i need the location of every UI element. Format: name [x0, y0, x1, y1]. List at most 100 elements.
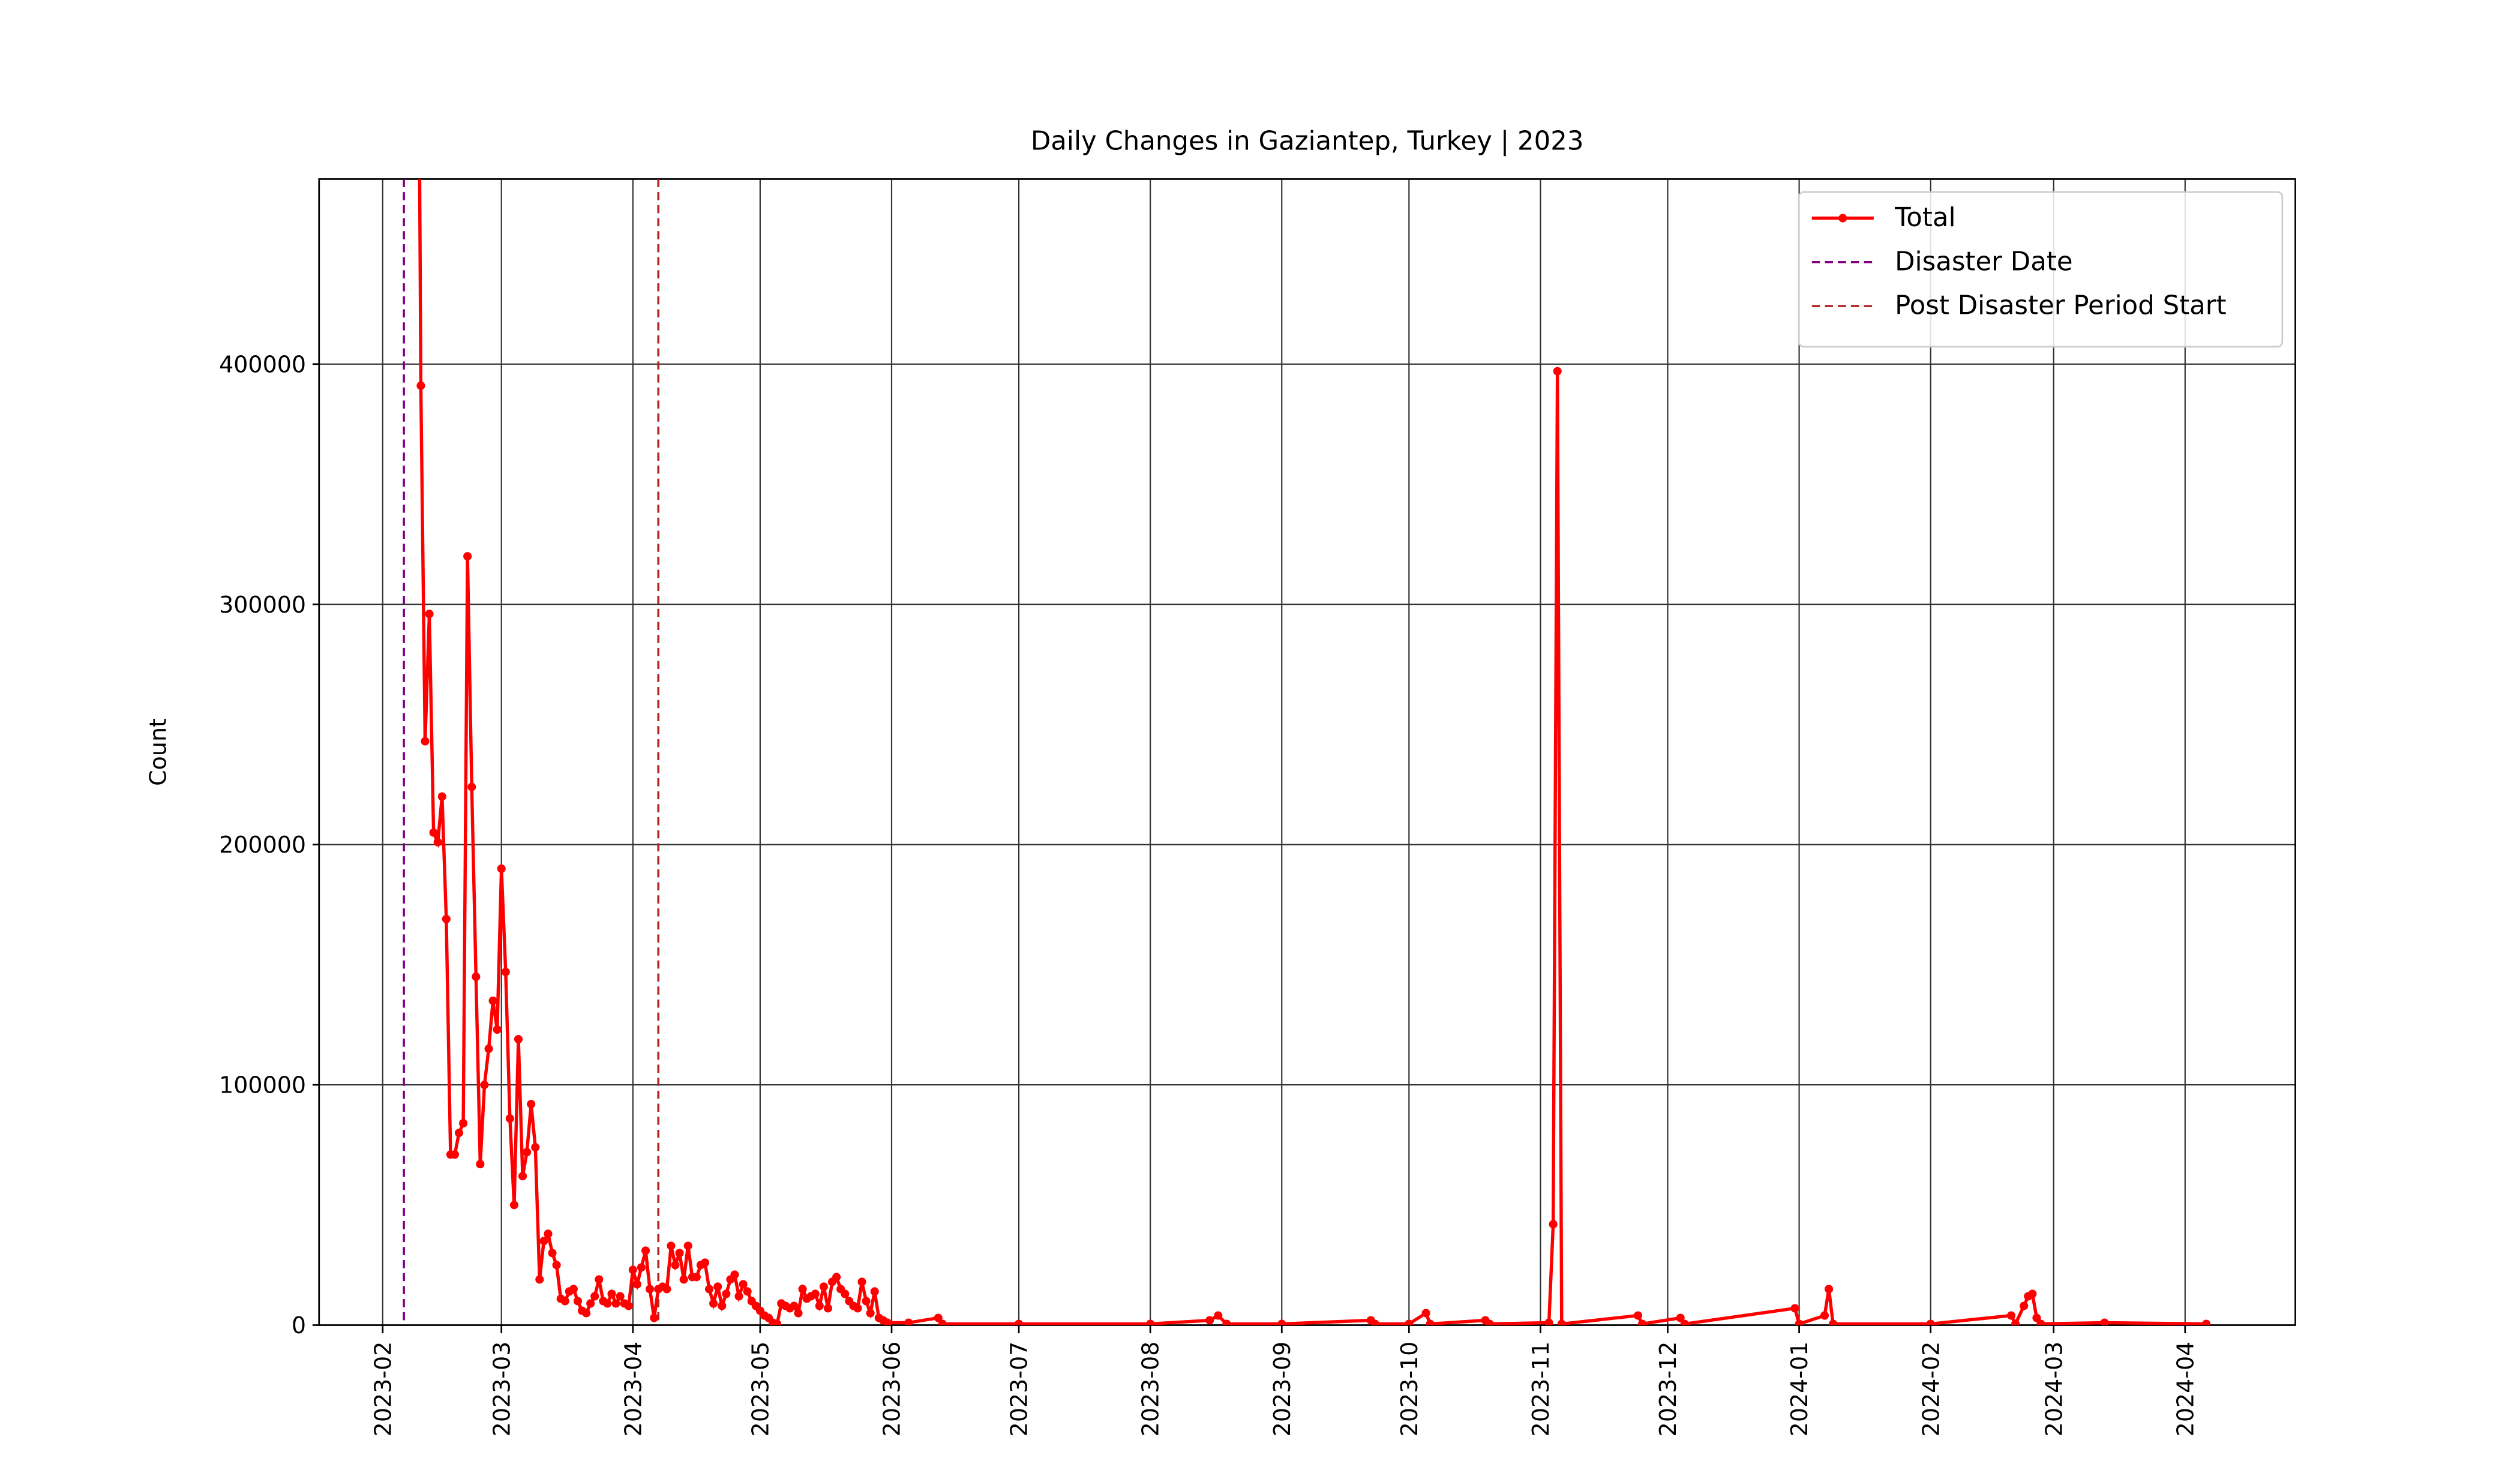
data-point: [535, 1275, 544, 1284]
data-point: [675, 1249, 684, 1258]
data-point: [705, 1285, 714, 1294]
data-point: [1557, 1319, 1566, 1325]
data-point: [632, 1280, 641, 1289]
data-point: [841, 1289, 850, 1298]
data-point: [463, 552, 472, 561]
data-point: [1829, 1319, 1838, 1325]
plot-frame: [318, 178, 2296, 1326]
data-point: [2028, 1289, 2037, 1298]
data-point: [1370, 1319, 1379, 1325]
legend-label: Post Disaster Period Start: [1895, 291, 2226, 321]
data-point: [683, 1241, 692, 1250]
x-tick-label: 2023-09: [1269, 1342, 1295, 1437]
data-point: [459, 1119, 468, 1128]
data-point: [544, 1229, 553, 1238]
legend-marker: [1838, 214, 1847, 223]
y-tick-label: 100000: [219, 1072, 306, 1099]
y-tick-label: 300000: [219, 592, 306, 618]
data-point: [1205, 1316, 1214, 1325]
data-point: [1825, 1285, 1834, 1294]
data-point: [853, 1304, 862, 1313]
data-point: [488, 996, 497, 1005]
data-point: [646, 1285, 655, 1294]
data-point: [1426, 1319, 1435, 1325]
data-point: [794, 1309, 803, 1318]
data-point: [667, 1241, 676, 1250]
data-point: [493, 1025, 502, 1034]
data-point: [624, 1301, 633, 1310]
data-point: [1790, 1304, 1799, 1313]
data-point: [552, 1261, 561, 1270]
y-tick-label: 0: [292, 1312, 306, 1339]
data-point: [798, 1285, 807, 1294]
data-point: [421, 737, 430, 746]
data-point: [603, 1299, 612, 1308]
data-point: [1638, 1319, 1647, 1325]
data-point: [1405, 1319, 1414, 1325]
x-tick-label: 2023-07: [1006, 1342, 1033, 1437]
data-point: [509, 1201, 518, 1210]
data-point: [862, 1297, 871, 1306]
data-point: [2036, 1319, 2045, 1325]
data-point: [480, 1081, 489, 1090]
data-point: [671, 1261, 680, 1270]
data-point: [505, 1114, 514, 1123]
data-point: [518, 1172, 527, 1181]
data-point: [866, 1309, 875, 1318]
data-point: [582, 1309, 591, 1318]
x-tick-label: 2023-03: [488, 1342, 515, 1437]
data-point: [472, 972, 481, 981]
x-tick-label: 2023-12: [1655, 1342, 1681, 1437]
x-tick-label: 2023-02: [370, 1342, 396, 1437]
data-point: [832, 1273, 841, 1282]
data-point: [1553, 367, 1562, 376]
data-point: [611, 1299, 620, 1308]
data-point: [628, 1265, 637, 1274]
data-point: [662, 1285, 671, 1294]
data-point: [607, 1289, 616, 1298]
data-point: [718, 1301, 727, 1310]
data-point: [539, 1237, 548, 1246]
data-point: [700, 1258, 710, 1267]
data-point: [523, 1148, 532, 1157]
data-point: [476, 1160, 485, 1169]
data-point: [2032, 1313, 2041, 1322]
x-tick-label: 2023-10: [1396, 1342, 1423, 1437]
data-point: [573, 1297, 582, 1306]
data-point: [497, 864, 506, 873]
x-tick-label: 2024-01: [1786, 1342, 1813, 1437]
y-tick-label: 400000: [219, 351, 306, 377]
data-point: [904, 1318, 913, 1325]
data-point: [938, 1319, 947, 1325]
data-point: [2011, 1319, 2020, 1325]
data-point: [815, 1301, 824, 1310]
data-point: [433, 838, 442, 847]
data-point: [429, 828, 438, 837]
data-point: [2006, 1311, 2016, 1320]
data-point: [1676, 1313, 1685, 1322]
x-tick-label: 2024-04: [2172, 1342, 2198, 1437]
data-point: [773, 1319, 782, 1325]
data-point: [1014, 1319, 1024, 1325]
data-point: [450, 1150, 460, 1159]
data-point: [484, 1044, 493, 1054]
data-point: [1820, 1311, 1829, 1320]
data-point: [637, 1263, 646, 1272]
data-point: [2202, 1319, 2211, 1325]
data-point: [1485, 1319, 1494, 1325]
data-point: [1680, 1319, 1689, 1325]
legend-label: Disaster Date: [1895, 247, 2072, 277]
data-point: [883, 1318, 892, 1325]
data-point: [1214, 1311, 1223, 1320]
data-point: [548, 1249, 557, 1258]
data-point: [1926, 1319, 1935, 1325]
data-point: [734, 1292, 743, 1301]
chart-title: Daily Changes in Gaziantep, Turkey | 202…: [1031, 127, 1584, 157]
data-point: [1222, 1319, 1231, 1325]
data-point: [819, 1282, 828, 1291]
data-point: [467, 782, 476, 791]
data-point: [1633, 1311, 1643, 1320]
data-point: [870, 1287, 879, 1296]
data-point: [1421, 1309, 1430, 1318]
